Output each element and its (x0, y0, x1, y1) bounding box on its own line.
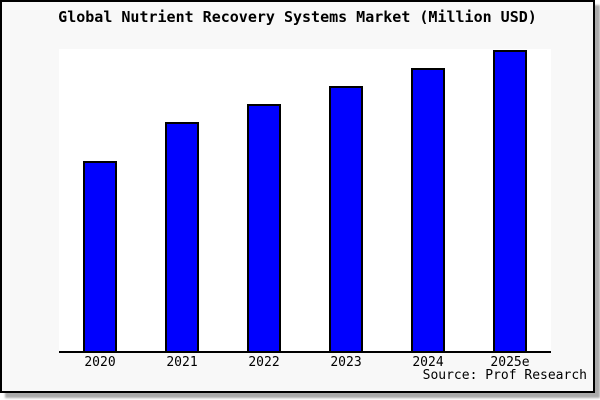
bar-slot (59, 49, 141, 351)
bar-2022 (247, 104, 281, 351)
x-tick-label-2025e: 2025e (490, 355, 530, 370)
bar-2021 (165, 122, 199, 351)
bar-2023 (329, 86, 363, 351)
x-tick-label-2023: 2023 (330, 355, 362, 370)
bar-2020 (83, 161, 117, 351)
chart-frame: Global Nutrient Recovery Systems Market … (0, 0, 595, 393)
x-tick-label-2020: 2020 (84, 355, 116, 370)
bar-slot (141, 49, 223, 351)
bar-slot (223, 49, 305, 351)
bar-2025e (493, 50, 527, 351)
plot-area (59, 49, 551, 353)
x-tick-label-2024: 2024 (412, 355, 444, 370)
source-credit: Source: Prof Research (422, 368, 587, 383)
x-axis-labels: 2020 2021 2022 2023 2024 2025e (59, 355, 551, 370)
bar-slot (469, 49, 551, 351)
x-tick-label-2021: 2021 (166, 355, 198, 370)
x-tick-label-2022: 2022 (248, 355, 280, 370)
bar-2024 (411, 68, 445, 351)
chart-title: Global Nutrient Recovery Systems Market … (58, 8, 537, 26)
bar-slot (387, 49, 469, 351)
bar-slot (305, 49, 387, 351)
bars-container (59, 49, 551, 351)
